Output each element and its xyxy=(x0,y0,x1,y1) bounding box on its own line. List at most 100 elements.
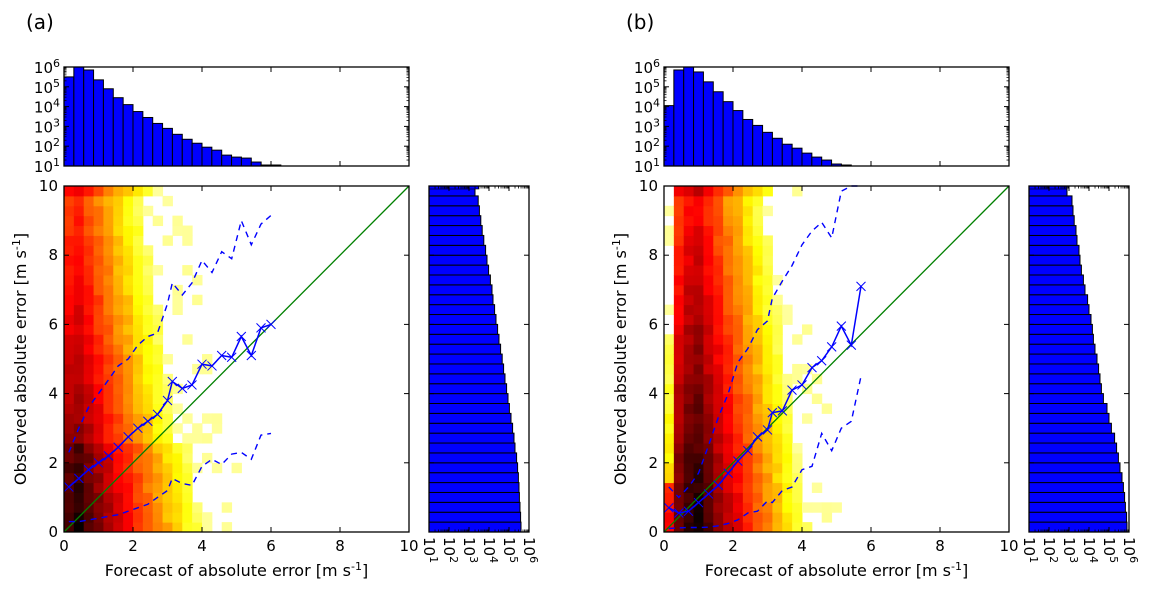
y-axis-label: Observed absolute error [m s-1] xyxy=(610,233,630,485)
heatmap-cell xyxy=(723,373,734,385)
heatmap-cell xyxy=(192,294,203,306)
heatmap-cell xyxy=(133,373,144,385)
heatmap-cell xyxy=(733,205,744,217)
heatmap-cell xyxy=(64,472,75,484)
top-histogram-bar xyxy=(693,71,704,167)
heatmap-cell xyxy=(73,284,85,296)
heatmap-cell xyxy=(64,492,75,503)
heatmap-cell xyxy=(162,195,173,207)
heatmap-cell xyxy=(123,205,134,217)
heatmap-cell xyxy=(713,265,724,276)
tick-base: 10 xyxy=(34,118,53,136)
heatmap-cell xyxy=(123,423,134,434)
median-marker xyxy=(787,385,797,395)
heatmap-cell xyxy=(93,462,104,474)
heatmap-cell xyxy=(703,215,714,227)
heatmap-cell xyxy=(73,363,85,375)
heatmap-cell xyxy=(683,472,695,484)
heatmap-cell xyxy=(83,354,95,365)
heatmap-cell xyxy=(693,314,704,325)
top-histogram-bar xyxy=(752,124,764,167)
heatmap-cell xyxy=(752,215,764,227)
top-hist-y-tick-label-text: 103 xyxy=(634,116,660,136)
tick-exponent: 2 xyxy=(53,136,60,149)
heatmap-cell xyxy=(673,433,685,444)
heatmap-cell xyxy=(733,235,744,246)
heatmap-cell xyxy=(683,403,695,414)
marker-stroke xyxy=(663,502,674,513)
heatmap-cell xyxy=(772,522,783,533)
heatmap-cell xyxy=(762,205,773,217)
heatmap-cell xyxy=(152,186,164,197)
heatmap-cell xyxy=(664,363,675,375)
heatmap-cell xyxy=(142,423,154,434)
heatmap-cell xyxy=(93,522,104,533)
heatmap-cell xyxy=(113,512,124,523)
heatmap-cell xyxy=(182,225,193,236)
x-tick-label: 4 xyxy=(797,537,807,555)
tick-exponent: 5 xyxy=(1107,556,1120,563)
median-marker xyxy=(167,376,178,387)
heatmap-cell xyxy=(733,393,744,404)
heatmap-cell xyxy=(93,344,104,355)
top-histogram-frame xyxy=(663,66,1010,167)
heatmap-cell xyxy=(133,512,144,523)
tick-exponent: 3 xyxy=(53,116,60,129)
right-histogram-bar xyxy=(428,383,508,395)
median-marker xyxy=(683,506,694,517)
heatmap-cell xyxy=(103,413,114,424)
heatmap-cell xyxy=(64,393,75,404)
heatmap-cell xyxy=(723,472,734,484)
heatmap-cell xyxy=(103,284,114,296)
heatmap-cell xyxy=(123,403,134,414)
heatmap-cell xyxy=(802,363,813,375)
median-marker xyxy=(762,425,773,435)
heatmap-cell xyxy=(723,354,734,365)
heatmap-cell xyxy=(182,512,193,523)
heatmap-cell xyxy=(792,482,803,493)
heatmap-cell xyxy=(752,482,764,493)
heatmap-cell xyxy=(703,443,714,454)
heatmap-cell xyxy=(133,522,144,533)
heatmap-cell xyxy=(152,215,164,227)
median-marker xyxy=(246,350,257,361)
heatmap-cell xyxy=(73,255,85,266)
heatmap-cell xyxy=(683,393,695,404)
heatmap-cell xyxy=(142,512,154,523)
heatmap-cell xyxy=(123,363,134,375)
heatmap-cell xyxy=(742,195,754,207)
heatmap-cell xyxy=(772,462,783,474)
heatmap-cell xyxy=(202,354,213,365)
heatmap-cell xyxy=(772,324,783,335)
heatmap-cell xyxy=(683,512,695,523)
x-axis-label-superscript: -1 xyxy=(351,560,362,573)
heatmap-cell xyxy=(683,304,695,316)
right-histogram-bar xyxy=(428,393,509,404)
heatmap-cell xyxy=(83,373,95,385)
marker-stroke xyxy=(197,359,207,370)
heatmap-cell xyxy=(713,235,724,246)
heatmap-cell xyxy=(133,383,144,395)
heatmap-cell xyxy=(703,492,714,503)
heatmap-cell xyxy=(133,363,144,375)
heatmap-cell xyxy=(103,235,114,246)
heatmap-cell xyxy=(723,225,734,236)
right-histogram-bar xyxy=(428,244,487,256)
heatmap-cell xyxy=(123,294,134,306)
right-histogram-bar xyxy=(428,215,482,227)
heatmap-cell xyxy=(113,284,124,296)
heatmap-cell xyxy=(83,304,95,316)
x-tick-label: 6 xyxy=(266,537,276,555)
heatmap-cell xyxy=(73,205,85,217)
x-axis-label-close: ] xyxy=(362,561,368,580)
heatmap-cell xyxy=(742,403,754,414)
heatmap-cell xyxy=(64,413,75,424)
heatmap-cell xyxy=(673,255,685,266)
x-tick-label: 0 xyxy=(659,537,669,555)
right-histogram-bar xyxy=(428,225,483,236)
heatmap-cell xyxy=(123,255,134,266)
heatmap-cell xyxy=(762,462,773,474)
y-tick-label: 0 xyxy=(48,523,58,541)
heatmap-cell xyxy=(782,423,793,434)
heatmap-cell xyxy=(152,344,164,355)
